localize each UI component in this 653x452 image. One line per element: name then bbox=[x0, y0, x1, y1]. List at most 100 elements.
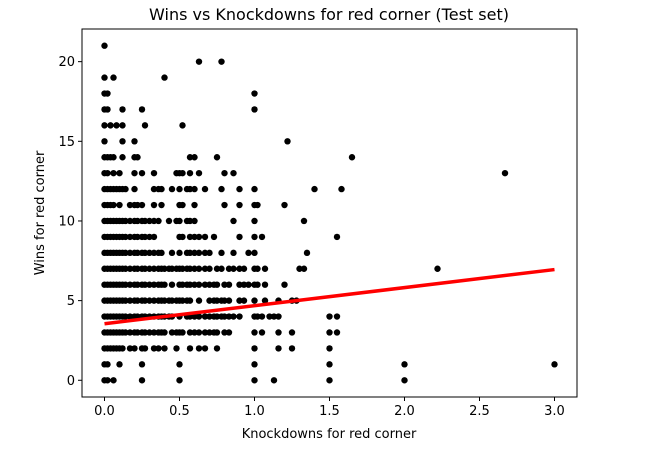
data-point bbox=[101, 42, 108, 49]
data-point bbox=[158, 185, 165, 193]
data-point bbox=[251, 185, 258, 193]
data-point bbox=[104, 90, 111, 97]
data-point bbox=[254, 265, 261, 272]
data-point bbox=[168, 329, 176, 336]
data-point bbox=[110, 74, 117, 81]
data-point bbox=[213, 265, 221, 272]
data-point bbox=[186, 249, 194, 257]
data-point bbox=[165, 217, 173, 225]
data-point bbox=[206, 281, 213, 288]
data-point bbox=[141, 265, 149, 272]
data-point bbox=[230, 313, 237, 320]
data-point bbox=[186, 217, 194, 225]
y-tick-label: 10 bbox=[58, 214, 75, 229]
data-point bbox=[251, 329, 258, 336]
data-point bbox=[161, 297, 168, 304]
x-tick-label: 1.0 bbox=[244, 404, 265, 419]
data-point bbox=[300, 265, 308, 272]
data-point bbox=[179, 201, 186, 209]
data-point bbox=[201, 345, 209, 352]
data-point bbox=[213, 281, 221, 288]
data-point bbox=[230, 249, 237, 257]
data-point bbox=[195, 233, 203, 241]
data-point bbox=[186, 154, 194, 161]
data-point bbox=[501, 169, 509, 177]
data-point bbox=[251, 361, 258, 368]
data-point bbox=[266, 313, 273, 320]
data-point bbox=[131, 345, 138, 352]
data-point bbox=[150, 233, 158, 241]
data-point bbox=[134, 249, 141, 257]
data-point bbox=[179, 122, 186, 129]
data-point bbox=[236, 313, 243, 320]
data-point bbox=[126, 233, 134, 241]
data-point bbox=[201, 185, 209, 193]
data-point bbox=[141, 217, 149, 225]
data-point bbox=[254, 313, 261, 320]
data-point bbox=[213, 313, 221, 320]
data-point bbox=[434, 265, 441, 272]
data-point bbox=[251, 297, 258, 304]
data-point bbox=[176, 217, 183, 225]
data-point bbox=[186, 265, 194, 272]
data-point bbox=[221, 169, 228, 177]
data-point bbox=[126, 265, 134, 272]
data-point bbox=[254, 281, 261, 288]
data-point bbox=[225, 297, 233, 304]
data-point bbox=[150, 297, 158, 304]
data-point bbox=[126, 201, 134, 209]
data-point bbox=[141, 297, 149, 304]
data-point bbox=[138, 106, 146, 113]
data-point bbox=[270, 377, 278, 384]
data-point bbox=[104, 169, 111, 177]
data-point bbox=[240, 265, 248, 272]
data-point bbox=[110, 169, 117, 177]
data-point bbox=[146, 297, 153, 304]
data-point bbox=[161, 329, 168, 336]
data-point bbox=[225, 265, 233, 272]
data-point bbox=[138, 377, 146, 384]
data-point bbox=[326, 313, 333, 320]
y-axis-label: Wins for red corner bbox=[33, 150, 48, 275]
data-point bbox=[206, 249, 213, 257]
data-point bbox=[218, 185, 225, 193]
data-point bbox=[261, 297, 269, 304]
data-point bbox=[122, 281, 129, 288]
data-point bbox=[201, 249, 209, 257]
data-point bbox=[213, 329, 221, 336]
data-point bbox=[161, 74, 168, 81]
data-point bbox=[288, 329, 296, 336]
data-point bbox=[221, 329, 228, 336]
x-tick-label: 1.5 bbox=[319, 404, 340, 419]
data-point bbox=[245, 281, 252, 288]
data-point bbox=[275, 345, 282, 352]
data-point bbox=[161, 345, 168, 352]
data-point bbox=[150, 185, 158, 193]
data-point bbox=[195, 169, 203, 177]
data-point bbox=[179, 233, 186, 241]
data-point bbox=[258, 233, 266, 241]
data-point bbox=[254, 201, 261, 209]
data-point bbox=[251, 90, 258, 97]
data-point bbox=[258, 329, 266, 336]
data-point bbox=[179, 297, 186, 304]
data-point bbox=[155, 345, 162, 352]
data-point bbox=[225, 329, 233, 336]
data-point bbox=[161, 265, 168, 272]
data-point bbox=[186, 345, 194, 352]
data-point bbox=[251, 377, 258, 384]
data-point bbox=[230, 169, 237, 177]
data-point bbox=[119, 345, 126, 352]
data-point bbox=[138, 201, 146, 209]
data-point bbox=[179, 169, 186, 177]
data-point bbox=[161, 281, 168, 288]
data-point bbox=[191, 217, 198, 225]
data-point bbox=[333, 329, 341, 336]
data-point bbox=[213, 345, 221, 352]
data-point bbox=[288, 345, 296, 352]
data-point bbox=[150, 329, 158, 336]
data-point bbox=[218, 265, 225, 272]
data-point bbox=[119, 138, 126, 145]
data-point bbox=[303, 249, 311, 257]
